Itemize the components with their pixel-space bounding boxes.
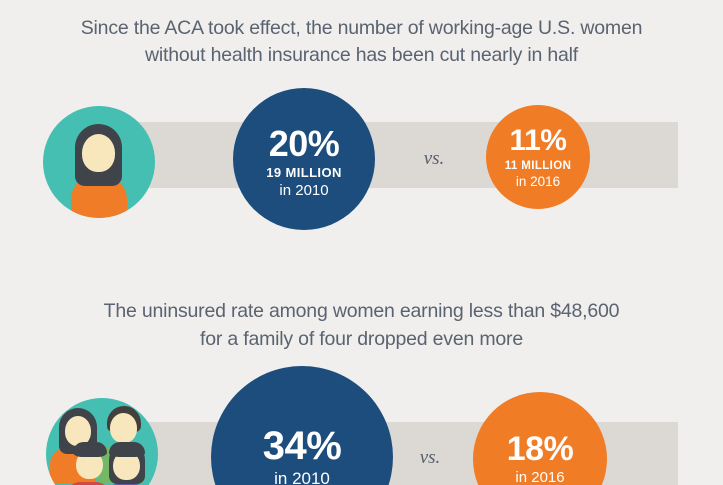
boy-shirt	[66, 482, 110, 485]
section2-headline: The uninsured rate among women earning l…	[0, 297, 723, 353]
section2-headline-line1: The uninsured rate among women earning l…	[103, 300, 620, 322]
woman-avatar-icon	[43, 106, 155, 218]
percent-value: 18%	[506, 429, 574, 468]
section1-headline: Since the ACA took effect, the number of…	[0, 15, 723, 69]
section1-vs-label: vs.	[423, 148, 445, 169]
percent-value: 34%	[262, 424, 342, 468]
section1-stat-circle-2010: 20% 19 MILLION in 2010	[233, 88, 375, 230]
section1-comparison-band	[100, 122, 678, 188]
girl-hair	[109, 442, 145, 457]
boy-hair	[73, 442, 107, 457]
section1-stat-circle-2016: 11% 11 MILLION in 2016	[486, 105, 590, 209]
woman-face	[82, 134, 115, 172]
section2-headline-line2: for a family of four dropped even more	[200, 328, 523, 350]
year-label: in 2010	[274, 469, 330, 485]
section2-vs-label: vs.	[419, 447, 441, 468]
father-face	[110, 413, 137, 443]
count-detail: 19 MILLION	[266, 165, 342, 181]
percent-value: 20%	[268, 122, 340, 164]
section1-headline-line1: Since the ACA took effect, the number of…	[80, 17, 643, 39]
year-label: in 2010	[279, 182, 329, 200]
family-avatar-icon	[46, 398, 158, 485]
count-detail: 11 MILLION	[504, 159, 572, 172]
percent-value: 11%	[509, 124, 567, 158]
section2-stat-circle-2016: 18% in 2016	[473, 392, 607, 485]
mother-face	[65, 416, 91, 446]
year-label: in 2016	[515, 469, 565, 485]
year-label: in 2016	[515, 173, 561, 189]
section2-stat-circle-2010: 34% in 2010	[211, 366, 393, 485]
section1-headline-line2: without health insurance has been cut ne…	[145, 44, 578, 66]
